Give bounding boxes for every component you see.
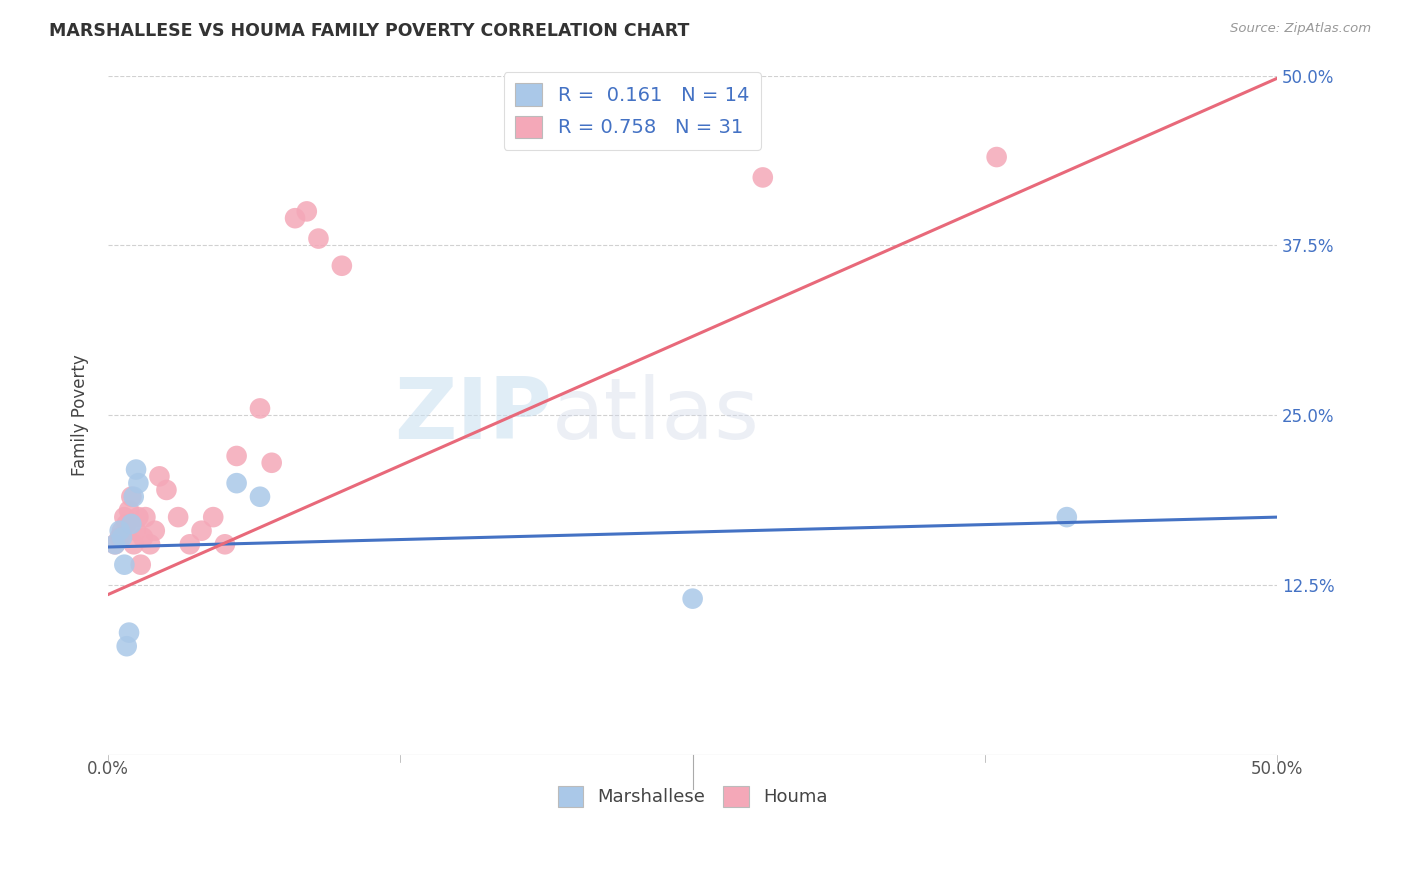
Point <box>260 456 283 470</box>
Point <box>120 516 142 531</box>
Point <box>108 524 131 538</box>
Point <box>752 170 775 185</box>
Point <box>108 531 131 545</box>
Point <box>120 490 142 504</box>
Point <box>112 510 135 524</box>
Point <box>112 558 135 572</box>
Point <box>179 537 201 551</box>
Point <box>225 476 247 491</box>
Text: MARSHALLESE VS HOUMA FAMILY POVERTY CORRELATION CHART: MARSHALLESE VS HOUMA FAMILY POVERTY CORR… <box>49 22 689 40</box>
Point <box>127 510 149 524</box>
Point <box>148 469 170 483</box>
Point <box>104 537 127 551</box>
Point <box>295 204 318 219</box>
Point <box>118 625 141 640</box>
Point <box>190 524 212 538</box>
Point <box>129 558 152 572</box>
Point <box>122 490 145 504</box>
Point <box>139 537 162 551</box>
Text: ZIP: ZIP <box>395 374 553 457</box>
Point <box>249 490 271 504</box>
Point <box>1056 510 1078 524</box>
Y-axis label: Family Poverty: Family Poverty <box>72 354 89 476</box>
Text: atlas: atlas <box>553 374 761 457</box>
Point <box>167 510 190 524</box>
Point <box>284 211 307 226</box>
Point <box>308 231 330 245</box>
Point <box>122 537 145 551</box>
Point <box>118 503 141 517</box>
Point <box>111 524 134 538</box>
Point <box>202 510 225 524</box>
Point <box>125 524 148 538</box>
Point <box>125 462 148 476</box>
Point <box>127 476 149 491</box>
Point <box>986 150 1008 164</box>
Point <box>134 510 156 524</box>
Point <box>249 401 271 416</box>
Point <box>111 531 134 545</box>
Point <box>115 639 138 653</box>
Legend: Marshallese, Houma: Marshallese, Houma <box>551 779 835 814</box>
Point <box>330 259 353 273</box>
Point <box>132 531 155 545</box>
Point <box>115 516 138 531</box>
Point <box>104 537 127 551</box>
Point <box>682 591 704 606</box>
Point <box>143 524 166 538</box>
Point <box>214 537 236 551</box>
Point <box>155 483 177 497</box>
Point <box>225 449 247 463</box>
Text: Source: ZipAtlas.com: Source: ZipAtlas.com <box>1230 22 1371 36</box>
